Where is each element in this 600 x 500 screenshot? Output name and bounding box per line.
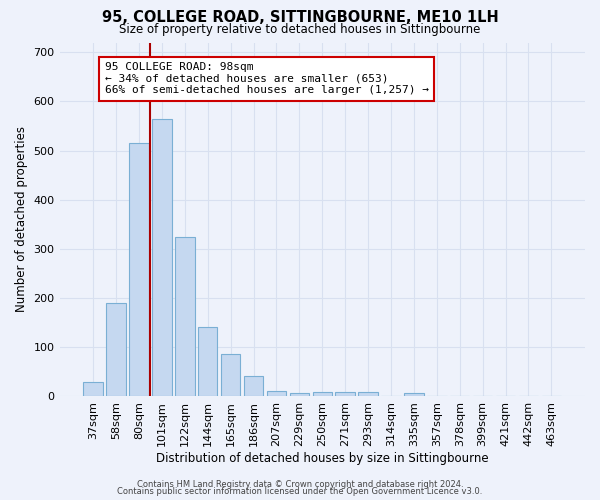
Text: 95, COLLEGE ROAD, SITTINGBOURNE, ME10 1LH: 95, COLLEGE ROAD, SITTINGBOURNE, ME10 1L… [101, 10, 499, 25]
X-axis label: Distribution of detached houses by size in Sittingbourne: Distribution of detached houses by size … [156, 452, 488, 465]
Bar [106, 303, 126, 396]
Bar [175, 236, 194, 396]
Bar [404, 393, 424, 396]
Bar [244, 376, 263, 396]
Bar [221, 354, 241, 397]
Bar [83, 382, 103, 396]
Text: Contains public sector information licensed under the Open Government Licence v3: Contains public sector information licen… [118, 487, 482, 496]
Text: Size of property relative to detached houses in Sittingbourne: Size of property relative to detached ho… [119, 22, 481, 36]
Bar [267, 390, 286, 396]
Bar [358, 392, 378, 396]
Text: Contains HM Land Registry data © Crown copyright and database right 2024.: Contains HM Land Registry data © Crown c… [137, 480, 463, 489]
Bar [335, 392, 355, 396]
Bar [198, 326, 217, 396]
Bar [129, 144, 149, 396]
Text: 95 COLLEGE ROAD: 98sqm
← 34% of detached houses are smaller (653)
66% of semi-de: 95 COLLEGE ROAD: 98sqm ← 34% of detached… [104, 62, 428, 96]
Bar [313, 392, 332, 396]
Bar [152, 118, 172, 396]
Y-axis label: Number of detached properties: Number of detached properties [15, 126, 28, 312]
Bar [290, 392, 309, 396]
